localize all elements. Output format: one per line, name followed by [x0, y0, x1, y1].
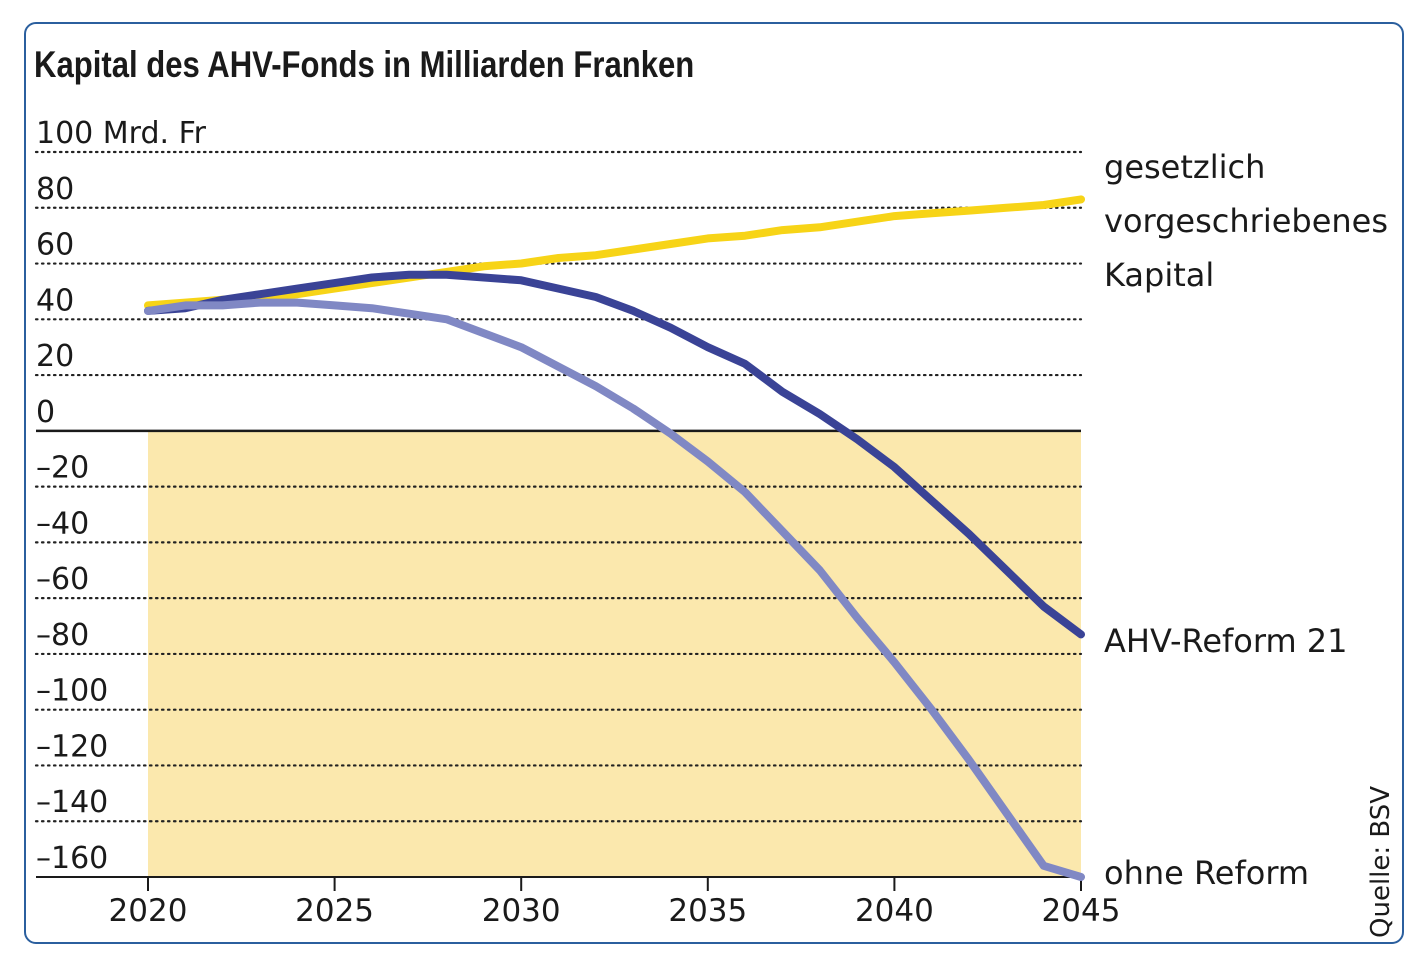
y-tick-label: –20: [36, 451, 89, 486]
x-tick-label: 2020: [109, 893, 188, 929]
series-line-1: [144, 270, 1085, 639]
series-label-line: gesetzlich: [1104, 148, 1265, 186]
series-line-2: [144, 298, 1085, 881]
y-tick-label: –120: [36, 729, 108, 764]
y-tick-label: 100 Mrd. Fr: [36, 116, 207, 151]
x-tick-label: 2025: [295, 893, 374, 929]
series-label-0: gesetzlich vorgeschriebenes Kapital: [1104, 148, 1388, 294]
y-tick-label: 40: [36, 283, 74, 318]
y-tick-label: –40: [36, 506, 89, 541]
x-tick-label: 2035: [668, 893, 747, 929]
y-tick-label: 0: [36, 395, 55, 430]
series-label-line: vorgeschriebenes: [1104, 202, 1388, 240]
y-tick-label: –140: [36, 785, 108, 820]
series-label-1: AHV-Reform 21: [1104, 622, 1348, 660]
series-label-line: AHV-Reform 21: [1104, 622, 1348, 660]
series-line-0: [144, 195, 1085, 310]
y-tick-label: 80: [36, 172, 74, 207]
y-tick-label: 60: [36, 228, 74, 263]
x-tick-label: 2040: [855, 893, 934, 929]
chart-title: Kapital des AHV-Fonds in Milliarden Fran…: [34, 44, 695, 85]
x-tick-label: 2045: [1042, 893, 1121, 929]
y-tick-label: –60: [36, 562, 89, 597]
y-tick-label: –160: [36, 841, 108, 876]
y-tick-label: –80: [36, 618, 89, 653]
series-label-2: ohne Reform: [1104, 854, 1309, 892]
source-label: Quelle: BSV: [1366, 785, 1396, 938]
x-tick-label: 2030: [482, 893, 561, 929]
y-tick-label: –100: [36, 674, 108, 709]
series-label-line: Kapital: [1104, 256, 1214, 294]
series-label-line: ohne Reform: [1104, 854, 1309, 892]
y-tick-label: 20: [36, 339, 74, 374]
